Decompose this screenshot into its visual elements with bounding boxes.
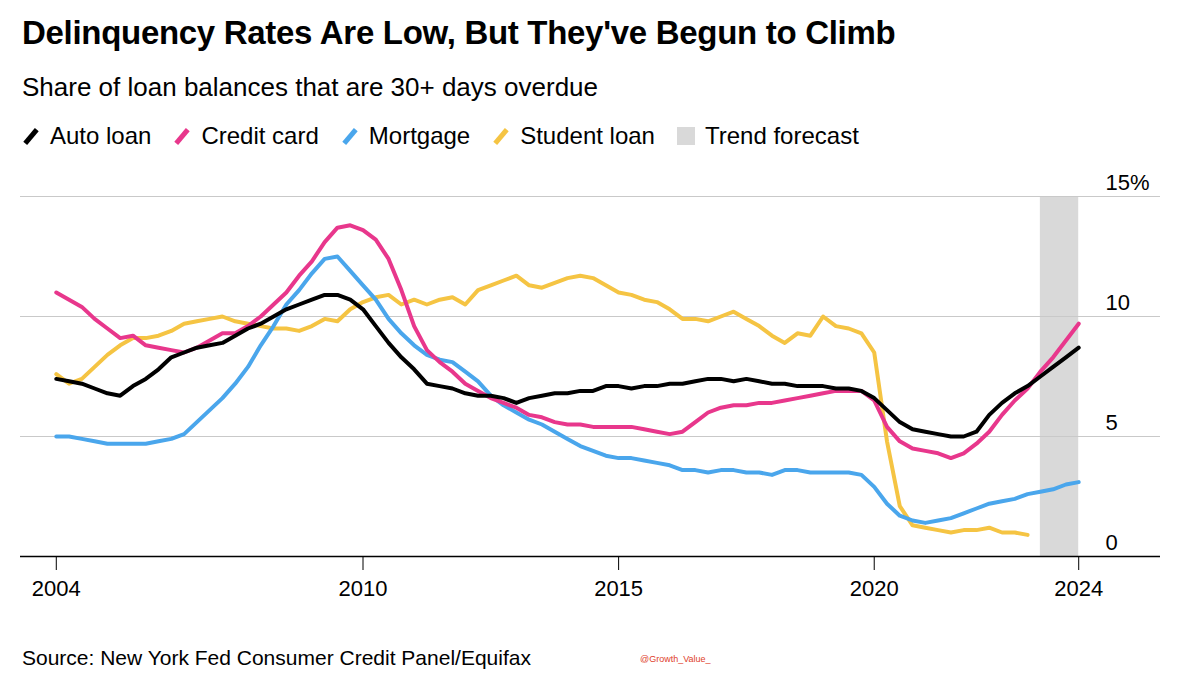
- svg-text:2024: 2024: [1054, 576, 1103, 601]
- html-text:@Growth_Value_: @Growth_Value_: [640, 654, 711, 664]
- html-text:Source: New York Fed Consumer: Source: New York Fed Consumer Credit Pan…: [22, 646, 531, 669]
- html-text:Credit card: Credit card: [201, 122, 319, 149]
- svg-text:2004: 2004: [32, 576, 81, 601]
- svg-text:2020: 2020: [850, 576, 899, 601]
- svg-text:5: 5: [1106, 410, 1118, 435]
- html-text:Auto loan: Auto loan: [50, 122, 152, 149]
- html-text:Student loan: Student loan: [520, 122, 655, 149]
- html-text:Trend forecast: Trend forecast: [705, 122, 859, 149]
- svg-text:2015: 2015: [594, 576, 643, 601]
- svg-text:0: 0: [1106, 530, 1118, 555]
- html-text:Mortgage: Mortgage: [368, 122, 471, 149]
- html-text:Share of loan balances that ar: Share of loan balances that are 30+ days…: [22, 72, 598, 102]
- svg-text:2010: 2010: [339, 576, 388, 601]
- html-text:Delinquency Rates Are Low, But: Delinquency Rates Are Low, But They've B…: [22, 14, 896, 51]
- svg-text:10: 10: [1106, 290, 1130, 315]
- svg-text:15%: 15%: [1106, 170, 1150, 195]
